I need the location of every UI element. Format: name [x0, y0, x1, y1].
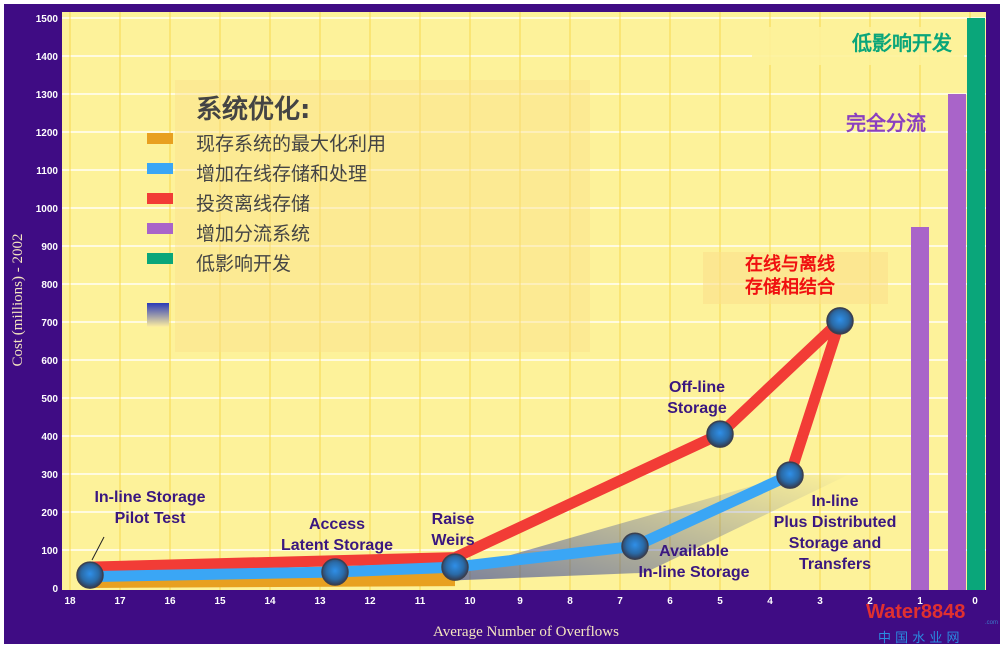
legend-label: 增加分流系统	[196, 223, 310, 245]
y-tick-label: 500	[41, 394, 58, 405]
y-tick-label: 600	[41, 356, 58, 367]
x-tick-label: 8	[567, 596, 573, 607]
annotation-box	[703, 252, 888, 304]
annotation-text: Weirs	[431, 532, 474, 549]
y-axis-label: Cost (millions) - 2002	[10, 234, 26, 367]
legend-swatch	[147, 193, 173, 204]
annotation-text: In-line Storage	[94, 489, 205, 506]
annotation-box	[752, 27, 964, 65]
legend-label: 投资离线存储	[196, 193, 310, 215]
data-marker	[776, 461, 804, 489]
bar-1	[911, 227, 929, 590]
y-tick-label: 200	[41, 508, 58, 519]
bar-3	[967, 18, 985, 590]
x-tick-label: 1	[917, 596, 923, 607]
watermark-suffix: .com	[985, 620, 998, 626]
x-tick-label: 16	[164, 596, 176, 607]
data-marker	[441, 553, 469, 581]
data-marker	[706, 420, 734, 448]
y-tick-label: 400	[41, 432, 58, 443]
x-tick-label: 17	[114, 596, 126, 607]
annotation-text: Storage	[667, 400, 727, 417]
x-tick-label: 9	[517, 596, 523, 607]
legend-swatch	[147, 163, 173, 174]
data-marker	[76, 561, 104, 589]
annotation-text: Plus Distributed	[774, 514, 897, 531]
annotation-text: 低影响开发	[851, 31, 953, 55]
legend-label: 现存系统的最大化利用	[196, 133, 386, 155]
y-tick-label: 1500	[36, 14, 59, 25]
watermark-logo: Water8848 .com 中 国 水 业 网	[866, 601, 998, 646]
annotation-text: Off-line	[669, 379, 725, 396]
x-tick-label: 18	[64, 596, 76, 607]
y-tick-label: 1300	[36, 90, 59, 101]
bar-2	[948, 94, 966, 590]
x-tick-label: 12	[364, 596, 376, 607]
x-tick-label: 6	[667, 596, 673, 607]
x-tick-label: 0	[972, 596, 978, 607]
data-marker	[826, 307, 854, 335]
y-tick-label: 1000	[36, 204, 59, 215]
x-tick-label: 14	[264, 596, 276, 607]
legend-swatch	[147, 253, 173, 264]
y-tick-label: 0	[52, 584, 58, 595]
annotation-text: 在线与离线	[745, 253, 835, 274]
y-tick-label: 700	[41, 318, 58, 329]
annotation-text: 完全分流	[846, 111, 926, 135]
legend: 系统优化: 现存系统的最大化利用增加在线存储和处理投资离线存储增加分流系统低影响…	[147, 94, 386, 327]
x-tick-label: 4	[767, 596, 773, 607]
legend-label: 增加在线存储和处理	[196, 163, 367, 185]
annotation-text: Raise	[432, 511, 475, 528]
y-tick-label: 100	[41, 546, 58, 557]
annotation-text: 存储相结合	[745, 276, 836, 297]
y-tick-label: 300	[41, 470, 58, 481]
annotation-text: Pilot Test	[115, 510, 186, 527]
annotation-arrow	[91, 536, 105, 561]
annotation-text: Transfers	[799, 556, 871, 573]
legend-box	[175, 80, 590, 352]
annotation-text: Latent Storage	[281, 537, 393, 554]
y-tick-label: 1200	[36, 128, 59, 139]
x-tick-label: 3	[817, 596, 823, 607]
legend-swatch	[147, 133, 173, 144]
y-tick-label: 1400	[36, 52, 59, 63]
x-tick-label: 11	[415, 596, 426, 607]
legend-label: 低影响开发	[196, 253, 291, 275]
y-tick-label: 1100	[36, 166, 58, 177]
watermark-brand: Water8848	[866, 601, 965, 623]
watermark-subtitle: 中 国 水 业 网	[878, 631, 960, 646]
x-tick-label: 15	[214, 596, 226, 607]
data-marker	[621, 532, 649, 560]
x-tick-label: 7	[617, 596, 623, 607]
legend-swatch	[147, 223, 173, 234]
annotation-text: Storage and	[789, 535, 881, 552]
y-tick-label: 900	[41, 242, 58, 253]
x-tick-label: 2	[867, 596, 873, 607]
x-axis-label: Average Number of Overflows	[433, 624, 619, 640]
data-marker	[321, 558, 349, 586]
annotation-text: In-line	[811, 493, 858, 510]
y-tick-label: 800	[41, 280, 58, 291]
x-tick-label: 10	[464, 596, 476, 607]
annotation-text: In-line Storage	[638, 564, 749, 581]
legend-title: 系统优化:	[196, 94, 310, 125]
annotation-text: Available	[659, 543, 729, 560]
annotation-text: Access	[309, 516, 365, 533]
legend-swatch-gradient	[147, 303, 169, 327]
x-tick-label: 13	[314, 596, 326, 607]
x-tick-label: 5	[717, 596, 723, 607]
